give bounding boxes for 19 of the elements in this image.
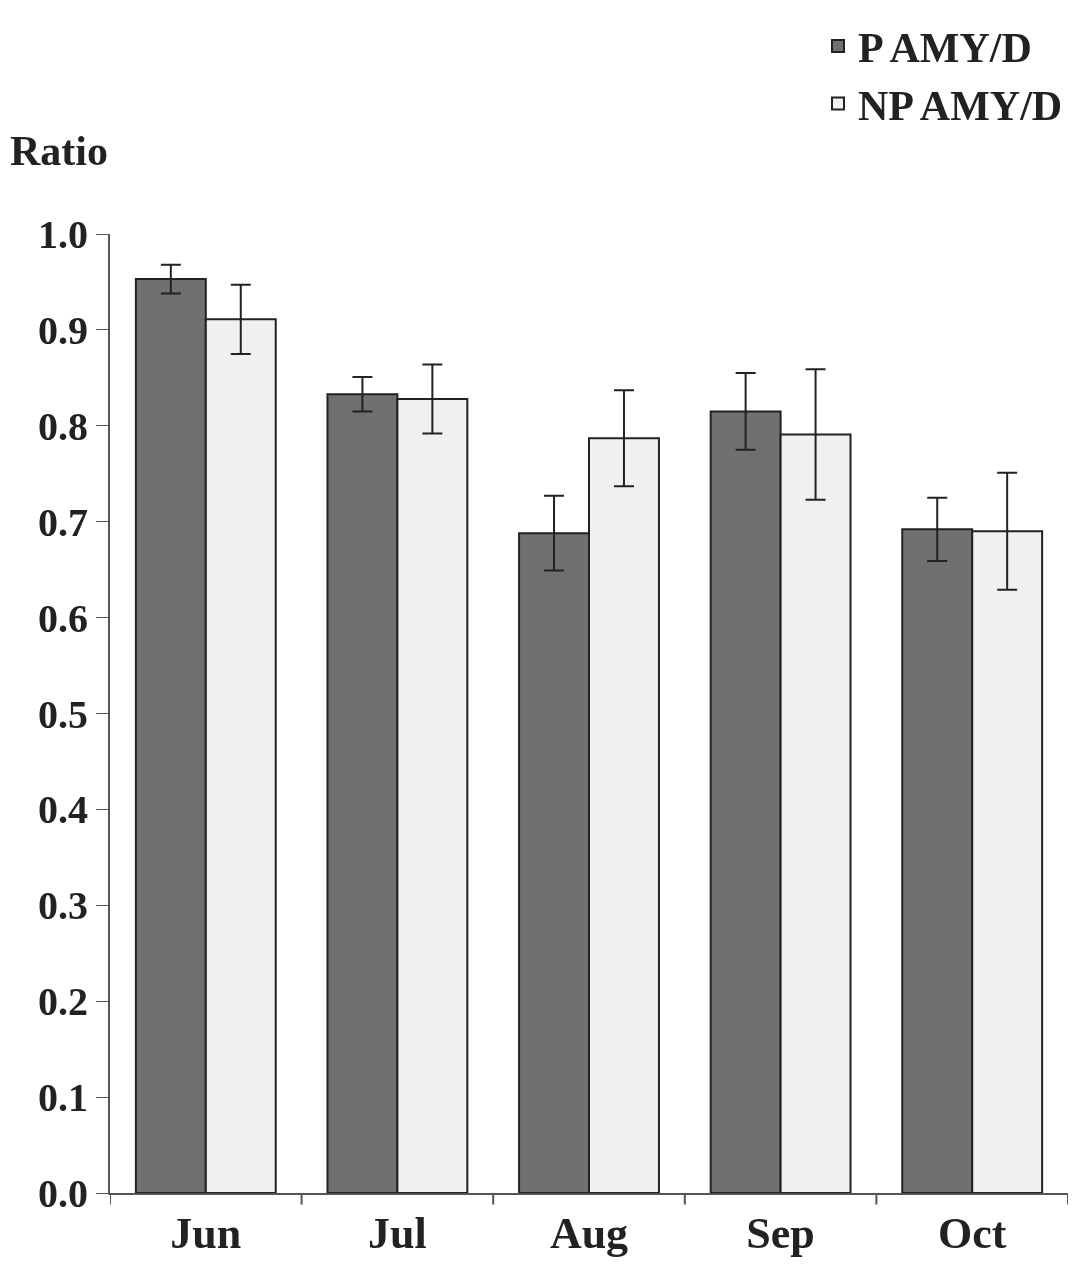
y-tick-label: 0.5 [38, 691, 88, 737]
y-tick-label: 0.4 [38, 787, 88, 833]
y-tick-label: 0.8 [38, 403, 88, 449]
y-tick-label: 0.0 [38, 1171, 88, 1216]
y-tick-label: 0.9 [38, 307, 88, 353]
y-tick-label: 0.6 [38, 595, 88, 641]
x-tick-label: Oct [938, 1208, 1007, 1258]
legend-label: P AMY/D [858, 25, 1032, 72]
y-tick-label: 0.7 [38, 499, 88, 545]
x-tick-label: Jun [170, 1208, 242, 1258]
y-tick-label: 0.2 [38, 979, 88, 1025]
legend-label: NP AMY/D [858, 82, 1063, 129]
y-tick-label: 0.3 [38, 883, 88, 929]
x-tick-label: Aug [549, 1208, 629, 1258]
y-axis-title: Ratio [10, 128, 108, 174]
y-tick-label: 1.0 [38, 212, 88, 257]
x-tick-label: Sep [746, 1208, 815, 1258]
y-tick-label: 0.1 [38, 1075, 88, 1121]
x-tick-label: Jul [368, 1208, 427, 1258]
